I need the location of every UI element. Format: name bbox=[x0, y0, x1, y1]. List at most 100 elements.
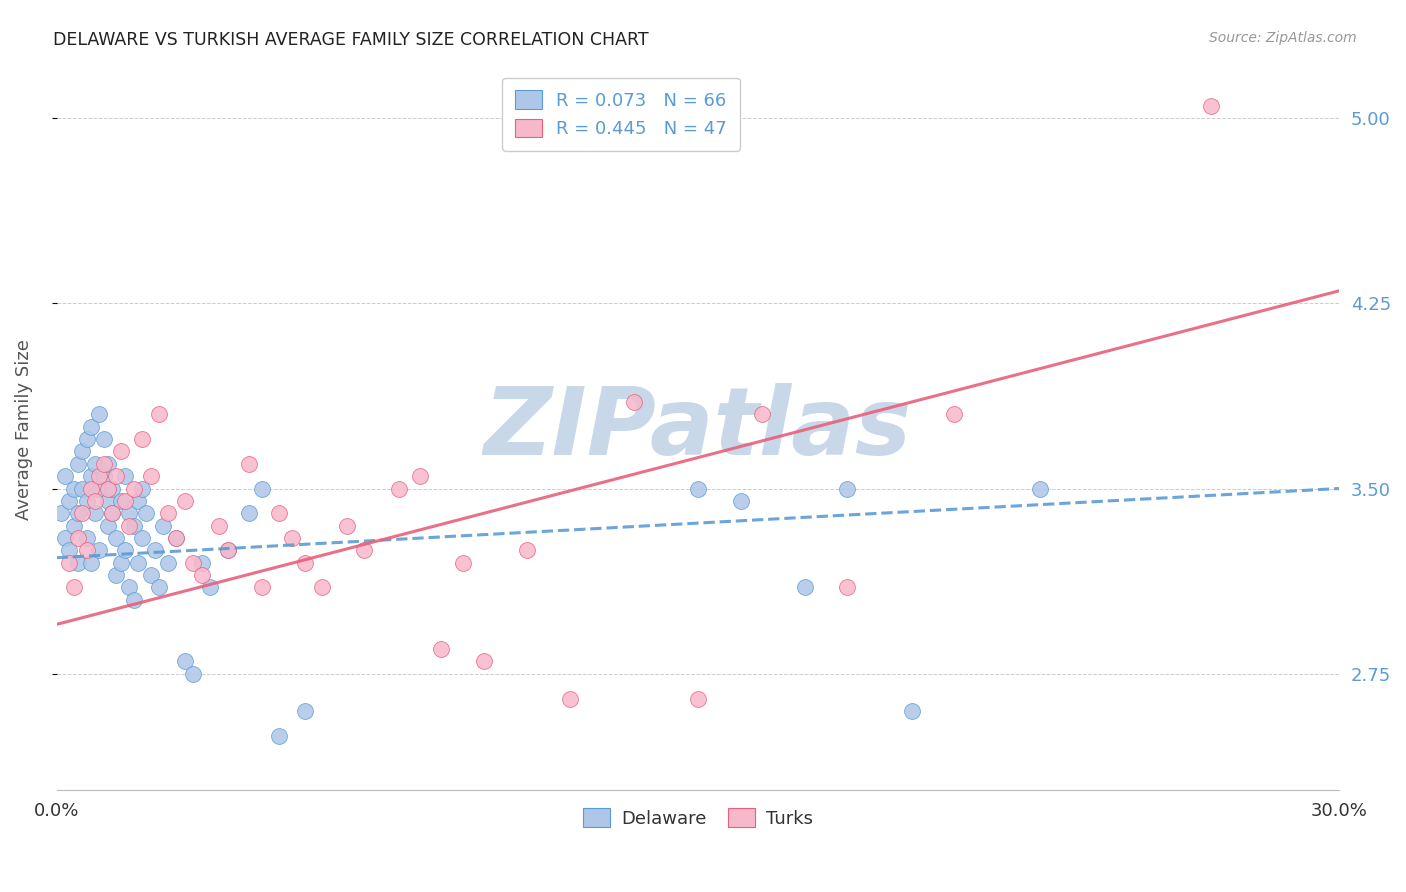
Point bbox=[238, 457, 260, 471]
Text: DELAWARE VS TURKISH AVERAGE FAMILY SIZE CORRELATION CHART: DELAWARE VS TURKISH AVERAGE FAMILY SIZE … bbox=[53, 31, 650, 49]
Point bbox=[217, 543, 239, 558]
Point bbox=[101, 506, 124, 520]
Point bbox=[93, 457, 115, 471]
Text: ZIPatlas: ZIPatlas bbox=[484, 384, 912, 475]
Point bbox=[131, 432, 153, 446]
Point bbox=[173, 655, 195, 669]
Point bbox=[122, 592, 145, 607]
Point bbox=[191, 568, 214, 582]
Point bbox=[105, 469, 128, 483]
Point bbox=[943, 408, 966, 422]
Point bbox=[900, 704, 922, 718]
Point bbox=[250, 482, 273, 496]
Point bbox=[118, 580, 141, 594]
Point bbox=[409, 469, 432, 483]
Text: Source: ZipAtlas.com: Source: ZipAtlas.com bbox=[1209, 31, 1357, 45]
Point bbox=[84, 494, 107, 508]
Point bbox=[793, 580, 815, 594]
Point bbox=[139, 469, 162, 483]
Point bbox=[58, 556, 80, 570]
Point bbox=[623, 395, 645, 409]
Point bbox=[89, 543, 111, 558]
Point bbox=[105, 568, 128, 582]
Point bbox=[80, 469, 103, 483]
Point bbox=[66, 556, 89, 570]
Y-axis label: Average Family Size: Average Family Size bbox=[15, 339, 32, 520]
Point bbox=[62, 482, 84, 496]
Point bbox=[110, 444, 132, 458]
Point bbox=[97, 518, 120, 533]
Point bbox=[267, 729, 290, 743]
Point bbox=[217, 543, 239, 558]
Point bbox=[76, 531, 98, 545]
Point bbox=[105, 531, 128, 545]
Point bbox=[89, 482, 111, 496]
Point bbox=[139, 568, 162, 582]
Point bbox=[127, 556, 149, 570]
Point bbox=[58, 543, 80, 558]
Point bbox=[250, 580, 273, 594]
Point bbox=[730, 494, 752, 508]
Point bbox=[143, 543, 166, 558]
Point bbox=[451, 556, 474, 570]
Point bbox=[84, 457, 107, 471]
Point bbox=[135, 506, 157, 520]
Point bbox=[165, 531, 187, 545]
Point bbox=[294, 556, 316, 570]
Point bbox=[114, 469, 136, 483]
Point bbox=[72, 506, 94, 520]
Point bbox=[118, 518, 141, 533]
Point bbox=[200, 580, 222, 594]
Point bbox=[183, 666, 205, 681]
Point bbox=[110, 494, 132, 508]
Point bbox=[53, 531, 76, 545]
Legend: Delaware, Turks: Delaware, Turks bbox=[575, 801, 820, 835]
Point bbox=[353, 543, 375, 558]
Point bbox=[516, 543, 538, 558]
Point bbox=[122, 482, 145, 496]
Point bbox=[152, 518, 174, 533]
Point bbox=[66, 506, 89, 520]
Point bbox=[93, 432, 115, 446]
Point bbox=[191, 556, 214, 570]
Point bbox=[89, 469, 111, 483]
Point bbox=[165, 531, 187, 545]
Point bbox=[837, 580, 859, 594]
Point bbox=[114, 494, 136, 508]
Point bbox=[66, 457, 89, 471]
Point bbox=[148, 580, 170, 594]
Point bbox=[208, 518, 231, 533]
Point bbox=[97, 482, 120, 496]
Point bbox=[387, 482, 409, 496]
Point bbox=[80, 556, 103, 570]
Point bbox=[72, 482, 94, 496]
Point bbox=[118, 506, 141, 520]
Point bbox=[101, 506, 124, 520]
Point bbox=[76, 543, 98, 558]
Point bbox=[238, 506, 260, 520]
Point bbox=[76, 494, 98, 508]
Point bbox=[49, 506, 72, 520]
Point bbox=[173, 494, 195, 508]
Point bbox=[72, 444, 94, 458]
Point bbox=[110, 556, 132, 570]
Point bbox=[97, 494, 120, 508]
Point bbox=[837, 482, 859, 496]
Point bbox=[267, 506, 290, 520]
Point bbox=[558, 691, 581, 706]
Point bbox=[280, 531, 302, 545]
Point bbox=[751, 408, 773, 422]
Point bbox=[131, 531, 153, 545]
Point bbox=[62, 518, 84, 533]
Point bbox=[1028, 482, 1050, 496]
Point bbox=[1199, 98, 1222, 112]
Point bbox=[58, 494, 80, 508]
Point bbox=[84, 506, 107, 520]
Point bbox=[686, 482, 709, 496]
Point bbox=[294, 704, 316, 718]
Point bbox=[97, 457, 120, 471]
Point bbox=[156, 556, 179, 570]
Point bbox=[336, 518, 359, 533]
Point bbox=[66, 531, 89, 545]
Point bbox=[122, 518, 145, 533]
